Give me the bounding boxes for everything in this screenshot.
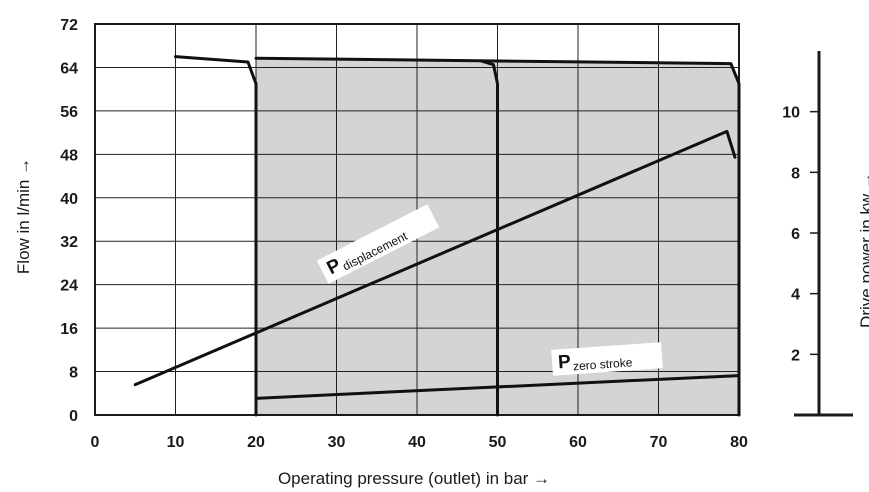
curve-3 [479,59,499,417]
x-tick-labels: 0 10 20 30 40 50 60 70 80 [91,434,748,451]
secondary-tick-label: 4 [791,287,800,304]
curves [133,55,741,417]
y-tick-label: 40 [60,191,78,208]
secondary-tick-label: 6 [791,226,800,243]
y-tick-label: 0 [69,408,78,425]
y-tick-label: 24 [60,278,78,295]
x-tick-label: 80 [730,434,748,451]
x-axis-title: Operating pressure (outlet) in bar → [278,469,550,488]
x-tick-label: 70 [650,434,668,451]
x-tick-label: 40 [408,434,426,451]
secondary-tick-label: 8 [791,165,800,182]
y-tick-label: 16 [60,321,78,338]
y-tick-label: 48 [60,147,78,164]
curve-2 [254,56,741,417]
y-tick-label: 56 [60,104,78,121]
secondary-tick-label: 10 [782,105,800,122]
y-tick-labels: 0 8 16 24 32 40 48 56 64 72 [60,17,78,425]
annotation-2: Pzero stroke [551,342,663,376]
x-tick-label: 30 [328,434,346,451]
secondary-axis: 2 4 6 8 10 [782,51,853,417]
x-tick-label: 0 [91,434,100,451]
y-tick-label: 64 [60,60,78,77]
annotation-box [551,342,663,376]
y-tick-label: 32 [60,234,78,251]
y-axis-title: Flow in l/min → [14,158,33,274]
curve-1 [174,55,258,417]
y-tick-label: 72 [60,17,78,34]
x-tick-label: 20 [247,434,265,451]
secondary-y-axis-title: Drive power in kw → [857,172,869,328]
curve-4 [133,129,737,387]
x-tick-label: 60 [569,434,587,451]
x-tick-label: 10 [167,434,185,451]
annotation-text: Pzero stroke [557,347,633,374]
secondary-tick-label: 2 [791,347,800,364]
annotation-box [316,204,440,284]
x-tick-label: 50 [489,434,507,451]
y-tick-label: 8 [69,365,78,382]
curve-5 [254,374,741,400]
